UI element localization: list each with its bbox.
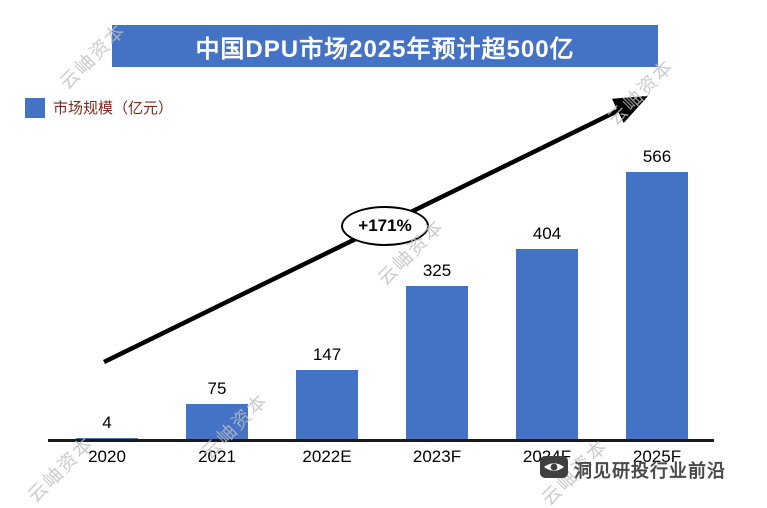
category-label: 2022E bbox=[302, 447, 352, 466]
category-label: 2023F bbox=[412, 447, 462, 466]
bar bbox=[406, 286, 468, 440]
chart-title: 中国DPU市场2025年预计超500亿 bbox=[195, 35, 575, 63]
logo-text: 洞见研投行业前沿 bbox=[574, 460, 726, 481]
category-label: 2025F bbox=[632, 447, 682, 466]
bar bbox=[516, 249, 578, 440]
bar-value-label: 147 bbox=[312, 345, 342, 364]
bar-group: 404 bbox=[516, 224, 578, 440]
bar bbox=[186, 404, 248, 440]
bar-value-label: 325 bbox=[422, 261, 452, 280]
bar-value-label: 404 bbox=[532, 224, 562, 243]
legend-swatch bbox=[25, 97, 45, 118]
title-banner: 中国DPU市场2025年预计超500亿 bbox=[112, 25, 658, 67]
legend-label: 市场规模（亿元） bbox=[53, 100, 174, 117]
bar bbox=[626, 172, 688, 440]
growth-label: +171% bbox=[358, 216, 412, 235]
bar-group: 566 bbox=[626, 147, 688, 440]
category-label: 2020 bbox=[88, 447, 126, 466]
bar bbox=[296, 370, 358, 440]
eye-icon bbox=[540, 456, 568, 483]
growth-badge: +171% bbox=[341, 206, 429, 246]
bar-value-label: 75 bbox=[207, 379, 227, 398]
bar-group: 325 bbox=[406, 261, 468, 440]
bar-group: 75 bbox=[186, 379, 248, 440]
footer-logo: 洞见研投行业前沿 bbox=[540, 456, 726, 483]
legend: 市场规模（亿元） bbox=[25, 97, 173, 118]
bar-group: 147 bbox=[296, 345, 358, 440]
category-label: 2021 bbox=[198, 447, 236, 466]
bar-group: 4 bbox=[76, 413, 138, 440]
bar-value-label: 4 bbox=[102, 413, 112, 432]
x-axis-line bbox=[48, 439, 714, 442]
bar-chart-plot-area: 4 75 147 325 404 566 bbox=[76, 147, 688, 440]
bar-value-label: 566 bbox=[642, 147, 672, 166]
